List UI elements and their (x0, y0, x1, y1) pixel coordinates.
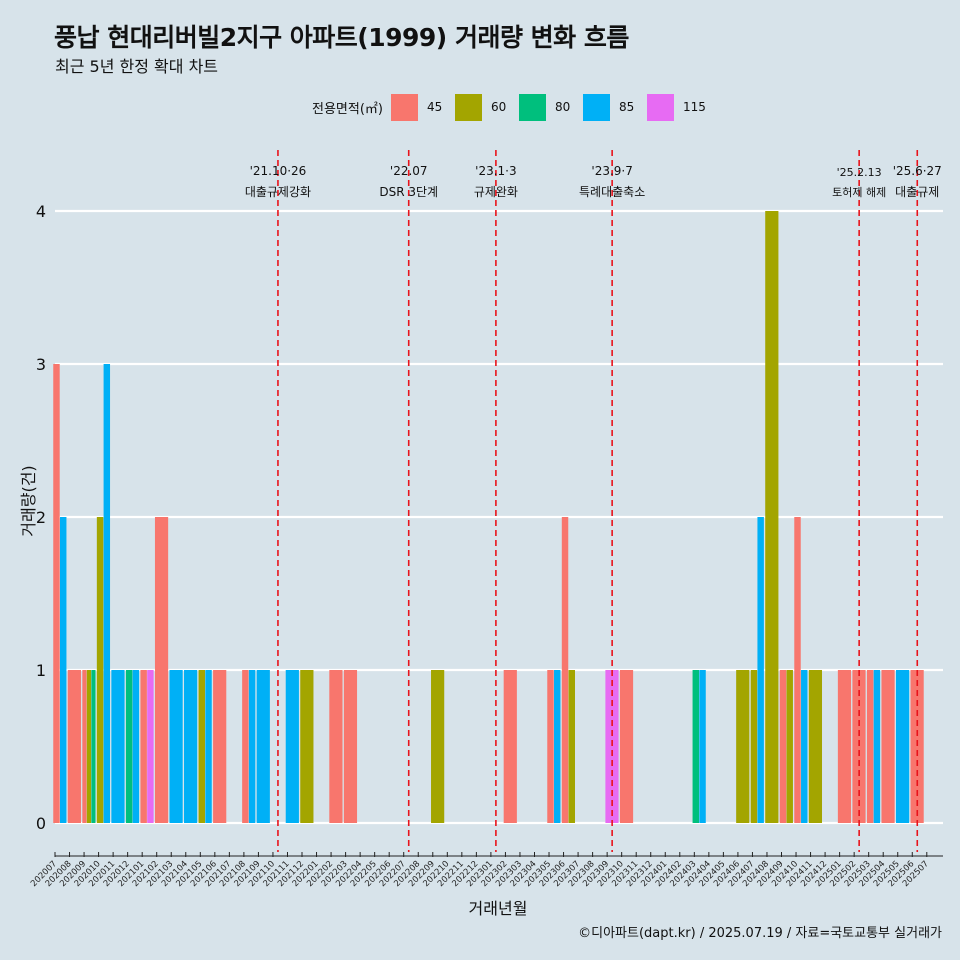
bar-202306-60 (568, 670, 575, 823)
bar-202209-60 (431, 670, 445, 823)
bar-202410-45 (794, 517, 801, 823)
bar-202306-45 (561, 517, 569, 823)
x-axis-title: 거래년월 (469, 899, 528, 918)
chart-subtitle: 최근 5년 한정 확대 차트 (55, 57, 219, 76)
bar-202309-115 (605, 670, 619, 823)
bar-202105-85 (205, 670, 212, 823)
bar-202407-60 (750, 670, 758, 823)
bar-202010-60 (96, 517, 104, 823)
bar-202411-60 (808, 670, 823, 823)
bar-202012-85 (132, 670, 140, 823)
legend: 전용면적(㎡) 45 60 80 85 115 (312, 92, 714, 122)
bar-202101-45 (140, 670, 147, 823)
bar-202009-45 (82, 670, 87, 823)
bar-202112-60 (300, 670, 314, 823)
bar-202009-60 (86, 670, 92, 823)
bar-202105-60 (198, 670, 205, 823)
bar-202007-45 (53, 364, 60, 823)
event-label: 규제완화 (474, 185, 518, 199)
legend-swatch (454, 93, 482, 121)
y-axis-title: 거래량(건) (19, 465, 38, 536)
bar-202109-85 (256, 670, 270, 823)
bar-202203-45 (343, 670, 358, 823)
y-tick-label: 4 (36, 202, 46, 221)
event-date: '21.10·26 (250, 164, 307, 178)
bar-202007-85 (60, 517, 67, 823)
y-tick-label: 2 (36, 508, 46, 527)
bar-202406-60 (736, 670, 750, 823)
event-label: 토허제 해제 (832, 185, 886, 199)
event-date: '25.2.13 (837, 166, 882, 179)
legend-swatch (518, 93, 546, 121)
bar-202506-45 (910, 670, 924, 823)
event-label: 특례대출축소 (579, 185, 645, 199)
legend-label: 45 (426, 100, 443, 114)
bar-202103-85 (169, 670, 183, 823)
legend-label: 115 (682, 100, 706, 114)
bar-202403-85 (699, 670, 706, 823)
bar-202202-45 (329, 670, 343, 823)
bar-202305-45 (547, 670, 554, 823)
legend-item-115: 115 (646, 93, 706, 121)
bar-202010-85 (103, 364, 111, 823)
bar-202008-45 (67, 670, 81, 823)
event-date: '22.07 (390, 164, 428, 178)
bar-202503-45 (866, 670, 874, 823)
legend-title: 전용면적(㎡) (312, 101, 383, 117)
bar-202104-85 (184, 670, 198, 823)
bar-202410-85 (801, 670, 808, 823)
legend-label: 85 (618, 100, 635, 114)
bar-202102-45 (154, 517, 169, 823)
bar-202305-85 (554, 670, 561, 823)
legend-item-80: 80 (518, 93, 575, 121)
legend-swatch (646, 93, 674, 121)
legend-item-45: 45 (390, 93, 447, 121)
bar-202108-85 (248, 670, 256, 823)
bar-202409-45 (779, 670, 787, 823)
bar-202012-80 (125, 670, 133, 823)
legend-item-85: 85 (582, 93, 639, 121)
event-date: '23.9·7 (591, 164, 632, 178)
y-tick-label: 0 (36, 814, 46, 833)
bar-202011-85 (111, 670, 125, 823)
event-date: '23.1·3 (475, 164, 516, 178)
bar-202503-85 (873, 670, 881, 823)
bar-202108-45 (242, 670, 249, 823)
event-label: DSR 3단계 (379, 185, 438, 199)
bar-202502-45 (852, 670, 866, 823)
bar-202302-45 (503, 670, 517, 823)
chart-title: 풍납 현대리버빌2지구 아파트(1999) 거래량 변화 흐름 (54, 23, 629, 52)
bar-202501-45 (837, 670, 852, 823)
bar-202403-80 (692, 670, 700, 823)
bar-202009-80 (91, 670, 96, 823)
legend-swatch (582, 93, 610, 121)
event-date: '25.6·27 (893, 164, 942, 178)
bar-202111-85 (285, 670, 299, 823)
legend-swatch (390, 93, 418, 121)
source-caption: ©디아파트(dapt.kr) / 2025.07.19 / 자료=국토교통부 실… (578, 926, 942, 941)
bar-202310-45 (619, 670, 634, 823)
legend-label: 60 (490, 100, 507, 114)
legend-label: 80 (554, 100, 571, 114)
bar-202505-85 (895, 670, 910, 823)
event-label: 대출규제 (895, 185, 939, 199)
bar-202504-45 (881, 670, 895, 823)
bar-202101-115 (147, 670, 154, 823)
event-label: 대출규제강화 (245, 185, 311, 199)
y-tick-label: 1 (36, 661, 46, 680)
bar-202409-60 (786, 670, 793, 823)
bar-202408-60 (765, 211, 779, 823)
bar-202407-85 (757, 517, 764, 823)
bar-202106-45 (213, 670, 227, 823)
y-tick-label: 3 (36, 355, 46, 374)
legend-item-60: 60 (454, 93, 511, 121)
